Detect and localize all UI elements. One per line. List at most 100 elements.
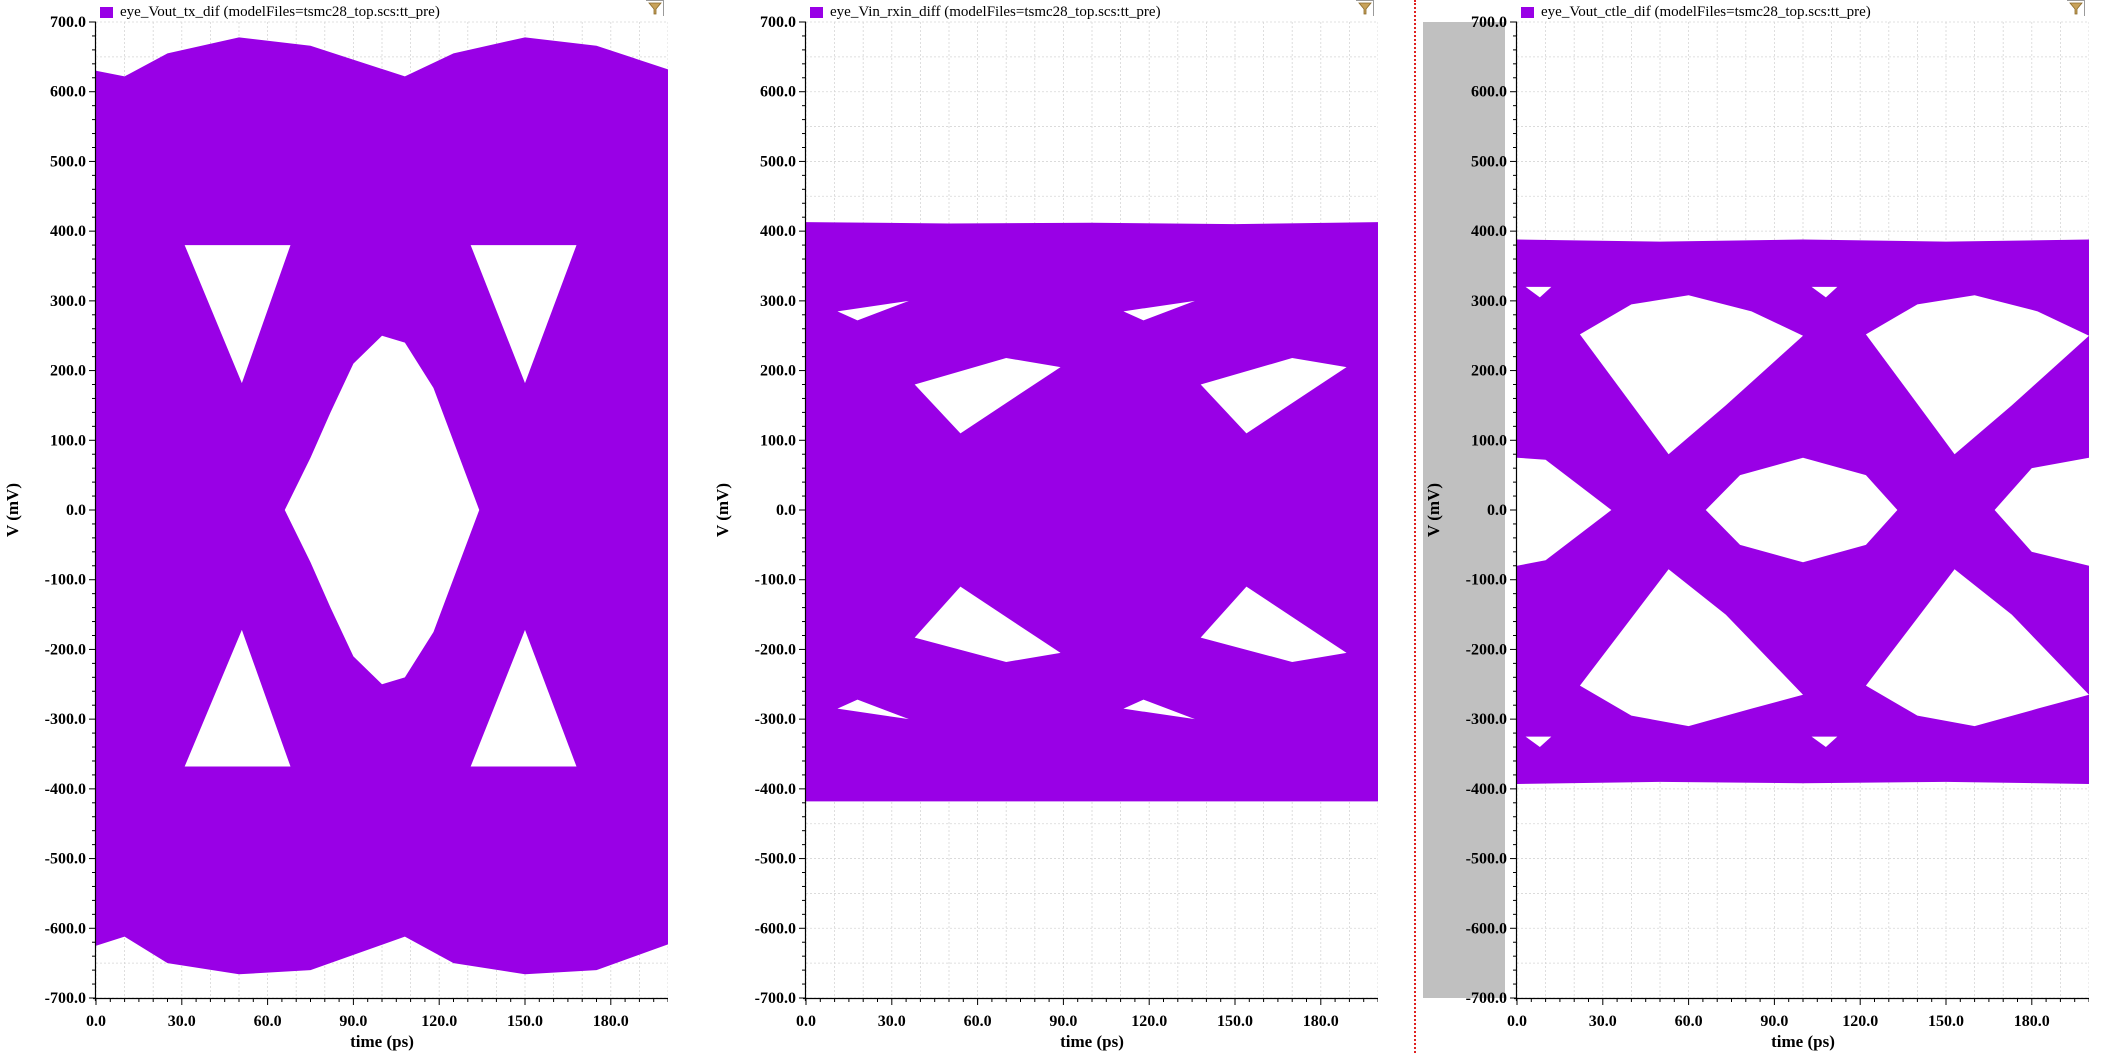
y-tick-label: 200.0 xyxy=(1471,363,1507,380)
x-tick-label: 30.0 xyxy=(1589,1013,1617,1030)
y-tick-label: -300.0 xyxy=(1466,711,1507,728)
eye-opening xyxy=(1200,358,1347,434)
y-tick-label: 300.0 xyxy=(1471,293,1507,310)
y-axis-label: V (mV) xyxy=(713,483,732,537)
eye-opening xyxy=(1865,569,2089,727)
eye-opening xyxy=(1123,699,1195,720)
x-tick-label: 180.0 xyxy=(2014,1013,2050,1030)
legend[interactable]: eye_Vout_ctle_dif (modelFiles=tsmc28_top… xyxy=(1521,4,1871,21)
eye-diagram-chart: 700.0 600.0 500.0 400.0 300.0 200.0 100.0 0.0 -1… xyxy=(713,14,1378,1051)
y-axis-label: V (mV) xyxy=(3,483,22,537)
y-tick-label: 0.0 xyxy=(66,502,86,519)
y-tick-label: -300.0 xyxy=(755,711,796,728)
eye-opening xyxy=(184,629,291,767)
y-tick-label: 700.0 xyxy=(50,14,86,31)
y-tick-label: -600.0 xyxy=(45,920,86,937)
eye-opening xyxy=(1123,300,1195,321)
y-tick-label: 400.0 xyxy=(1471,223,1507,240)
x-tick-label: 150.0 xyxy=(1928,1013,1964,1030)
y-tick-label: -100.0 xyxy=(45,572,86,589)
eye-opening xyxy=(837,300,909,321)
y-tick-label: 600.0 xyxy=(1471,84,1507,101)
axes: 700.0 600.0 500.0 400.0 300.0 200.0 100.0 0.0 -1… xyxy=(755,14,1378,1030)
legend-label: eye_Vout_ctle_dif (modelFiles=tsmc28_top… xyxy=(1541,4,1871,20)
eye-diagram-panel-tx: eye_Vout_tx_dif (modelFiles=tsmc28_top.s… xyxy=(0,0,668,1053)
y-axis-label: V (mV) xyxy=(1424,483,1443,537)
y-tick-label: 500.0 xyxy=(1471,153,1507,170)
y-tick-label: 500.0 xyxy=(50,153,86,170)
axes: 700.0 600.0 500.0 400.0 300.0 200.0 100.0 0.0 -1… xyxy=(45,14,668,1030)
x-tick-label: 120.0 xyxy=(1131,1013,1167,1030)
eye-envelope xyxy=(806,222,1378,802)
eye-opening xyxy=(1579,569,1803,727)
x-tick-label: 30.0 xyxy=(168,1013,196,1030)
legend-swatch xyxy=(100,7,113,18)
y-tick-label: 100.0 xyxy=(1471,432,1507,449)
y-tick-label: 200.0 xyxy=(760,363,796,380)
eye-opening xyxy=(1525,736,1552,748)
eye-opening xyxy=(1865,295,2089,455)
y-tick-label: 0.0 xyxy=(776,502,796,519)
legend-swatch xyxy=(1521,7,1534,18)
y-tick-label: -400.0 xyxy=(755,781,796,798)
y-tick-label: -100.0 xyxy=(1466,572,1507,589)
x-tick-label: 60.0 xyxy=(964,1013,992,1030)
y-tick-label: 600.0 xyxy=(760,84,796,101)
x-tick-label: 0.0 xyxy=(796,1013,816,1030)
legend-swatch xyxy=(810,7,823,18)
y-tick-label: 0.0 xyxy=(1487,502,1507,519)
eye-opening xyxy=(837,699,909,720)
y-tick-label: -400.0 xyxy=(45,781,86,798)
x-tick-label: 180.0 xyxy=(593,1013,629,1030)
eye-opening xyxy=(184,245,291,384)
x-tick-label: 120.0 xyxy=(1842,1013,1878,1030)
filter-funnel-icon[interactable] xyxy=(2067,0,2085,16)
y-tick-label: -300.0 xyxy=(45,711,86,728)
y-tick-label: -700.0 xyxy=(755,990,796,1007)
axes: 700.0 600.0 500.0 400.0 300.0 200.0 100.0 0.0 -1… xyxy=(1466,14,2089,1030)
y-tick-label: 400.0 xyxy=(760,223,796,240)
legend-label: eye_Vout_tx_dif (modelFiles=tsmc28_top.s… xyxy=(120,4,440,20)
y-tick-label: -400.0 xyxy=(1466,781,1507,798)
x-tick-label: 180.0 xyxy=(1303,1013,1339,1030)
eye-diagram-chart: 700.0 600.0 500.0 400.0 300.0 200.0 100.0 0.0 -1… xyxy=(3,14,668,1051)
y-tick-label: 300.0 xyxy=(760,293,796,310)
x-tick-label: 90.0 xyxy=(339,1013,367,1030)
eye-opening xyxy=(914,586,1061,662)
eye-opening xyxy=(470,629,577,767)
eye-opening xyxy=(1705,457,1898,563)
y-tick-label: -200.0 xyxy=(755,641,796,658)
eye-opening xyxy=(1579,295,1803,455)
eye-opening xyxy=(1994,457,2089,566)
x-axis-label: time (ps) xyxy=(1060,1032,1124,1051)
eye-diagram-panel-ctle: eye_Vout_ctle_dif (modelFiles=tsmc28_top… xyxy=(1421,0,2089,1053)
eye-opening xyxy=(1811,286,1838,298)
panel-divider xyxy=(1414,0,1416,1053)
y-tick-label: -600.0 xyxy=(755,920,796,937)
x-tick-label: 0.0 xyxy=(1507,1013,1527,1030)
x-tick-label: 150.0 xyxy=(1217,1013,1253,1030)
legend[interactable]: eye_Vout_tx_dif (modelFiles=tsmc28_top.s… xyxy=(100,4,440,21)
y-tick-label: -200.0 xyxy=(1466,641,1507,658)
eye-opening xyxy=(1811,736,1838,748)
x-tick-label: 120.0 xyxy=(421,1013,457,1030)
y-tick-label: 700.0 xyxy=(760,14,796,31)
eye-opening xyxy=(470,245,577,384)
legend-label: eye_Vin_rxin_diff (modelFiles=tsmc28_top… xyxy=(830,4,1161,20)
y-tick-label: -700.0 xyxy=(1466,990,1507,1007)
x-tick-label: 90.0 xyxy=(1049,1013,1077,1030)
filter-funnel-icon[interactable] xyxy=(646,0,664,16)
x-tick-label: 30.0 xyxy=(878,1013,906,1030)
legend[interactable]: eye_Vin_rxin_diff (modelFiles=tsmc28_top… xyxy=(810,4,1161,21)
x-tick-label: 60.0 xyxy=(1675,1013,1703,1030)
y-tick-label: 200.0 xyxy=(50,363,86,380)
y-tick-label: -500.0 xyxy=(755,851,796,868)
y-tick-label: 700.0 xyxy=(1471,14,1507,31)
y-tick-label: -600.0 xyxy=(1466,920,1507,937)
filter-funnel-icon[interactable] xyxy=(1356,0,1374,16)
y-tick-label: 600.0 xyxy=(50,84,86,101)
y-tick-label: -500.0 xyxy=(1466,851,1507,868)
y-tick-label: 300.0 xyxy=(50,293,86,310)
y-tick-label: -100.0 xyxy=(755,572,796,589)
y-tick-label: 100.0 xyxy=(760,432,796,449)
